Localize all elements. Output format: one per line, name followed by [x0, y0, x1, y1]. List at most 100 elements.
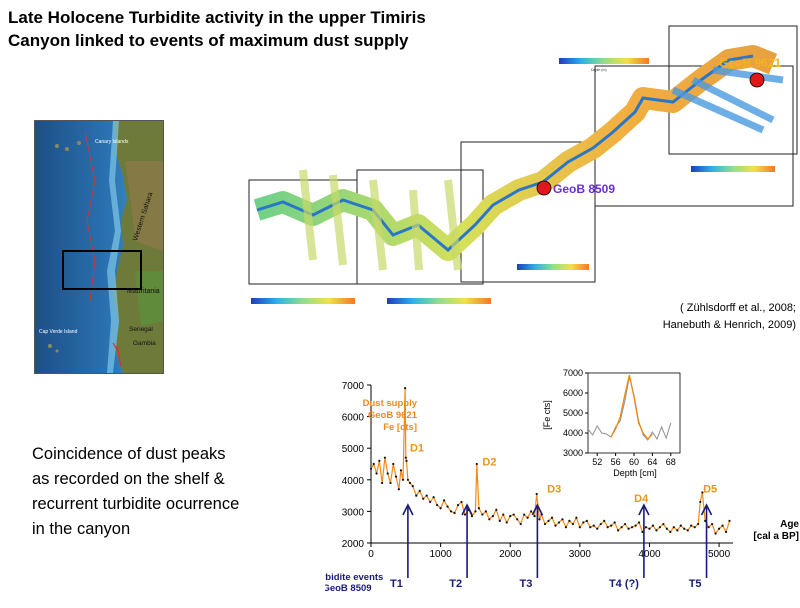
- y-tick-label: 3000: [342, 507, 365, 518]
- x-axis-label: [cal a BP]: [753, 531, 799, 542]
- dust-supply-point: [509, 515, 512, 518]
- dust-supply-point: [406, 478, 409, 481]
- map-label-gambia: Gambia: [133, 340, 156, 347]
- turbidite-events-label: GeoB 8509: [325, 583, 372, 594]
- title-line-1: Late Holocene Turbidite activity in the …: [8, 8, 426, 27]
- inset-y-tick-label: 4000: [563, 428, 583, 438]
- bathymetry-graphic: Depth (m) GeoB 9621 GeoB 8509: [248, 25, 798, 304]
- caption-line-1: Coincidence of dust peaks: [32, 445, 226, 463]
- dust-supply-point: [372, 462, 375, 466]
- dust-supply-point: [526, 516, 529, 519]
- dust-peak-label: D3: [547, 483, 561, 495]
- dust-supply-point: [697, 522, 700, 526]
- dust-supply-point: [575, 516, 578, 519]
- dust-supply-point: [571, 522, 574, 526]
- inset-x-tick-label: 64: [647, 457, 657, 467]
- dust-supply-point: [648, 527, 651, 530]
- inset-y-tick-label: 7000: [563, 368, 583, 378]
- inset-series-line: [610, 374, 653, 441]
- dust-supply-point: [415, 494, 418, 497]
- inset-x-tick-label: 56: [611, 457, 621, 467]
- dust-supply-point: [686, 529, 689, 532]
- y-tick-label: 2000: [342, 539, 365, 550]
- dust-supply-point: [516, 518, 519, 521]
- dust-supply-point: [627, 527, 630, 530]
- dust-supply-point: [610, 524, 613, 527]
- map-label-cap-verde: Cap Verde Island: [39, 329, 78, 335]
- dust-supply-point: [422, 497, 425, 500]
- depth-label-1: Depth (m): [591, 68, 607, 72]
- dust-supply-point: [701, 491, 704, 494]
- dust-supply-point: [717, 527, 721, 530]
- dust-supply-point: [523, 513, 526, 516]
- dust-supply-point: [564, 526, 568, 529]
- map-label-mauritania: Mauritania: [127, 288, 160, 295]
- core-geob-9621-label: GeoB 9621: [719, 56, 781, 70]
- dust-supply-point: [662, 522, 665, 526]
- dust-supply-point: [603, 519, 606, 522]
- y-tick-label: 5000: [342, 444, 365, 455]
- dust-supply-point: [728, 519, 731, 522]
- y-tick-label: 7000: [342, 381, 365, 392]
- dust-supply-point: [554, 524, 557, 527]
- x-axis-label: Age: [780, 519, 799, 530]
- map-label-canary: Canary Islands: [95, 139, 129, 145]
- dust-supply-point: [488, 518, 491, 521]
- dust-supply-point: [530, 510, 533, 513]
- dust-supply-point: [578, 526, 581, 529]
- y-axis-label: GeoB 9621: [368, 410, 418, 421]
- inset-x-tick-label: 68: [666, 457, 676, 467]
- dust-supply-point: [543, 522, 547, 526]
- inset-x-tick-label: 52: [592, 457, 602, 467]
- dust-supply-point: [481, 513, 484, 516]
- dust-supply-point: [460, 500, 463, 504]
- caption-line-2: as recorded on the shelf &: [32, 470, 225, 488]
- dust-supply-point: [369, 467, 373, 470]
- turbidite-event-label: T2: [449, 578, 462, 590]
- dust-supply-point: [449, 510, 453, 513]
- dust-supply-point: [721, 524, 724, 527]
- dust-supply-point: [582, 521, 585, 524]
- dust-supply-point: [592, 524, 595, 527]
- dust-supply-point: [470, 515, 474, 518]
- dust-supply-point: [383, 456, 387, 459]
- y-axis-label: Fe [cts]: [383, 422, 417, 433]
- dust-supply-point: [394, 475, 398, 478]
- dust-supply-point: [418, 489, 421, 492]
- dust-supply-point: [381, 481, 384, 485]
- dust-supply-point: [389, 481, 392, 485]
- y-tick-label: 6000: [342, 413, 365, 424]
- dust-supply-point: [477, 507, 481, 510]
- dust-supply-point: [690, 524, 693, 527]
- dust-supply-point: [439, 507, 442, 510]
- bathymetry-figure: Depth (m) GeoB 9621 GeoB 8509: [243, 20, 800, 310]
- x-tick-label: 2000: [499, 549, 522, 560]
- inset-y-tick-label: 3000: [563, 448, 583, 458]
- x-tick-label: 0: [368, 549, 374, 560]
- title-line-2: Canyon linked to events of maximum dust …: [8, 31, 409, 50]
- turbidite-arrowhead: [700, 503, 713, 516]
- dust-supply-point: [533, 515, 536, 518]
- y-axis-label: Dust supply: [363, 398, 418, 409]
- dust-supply-point: [613, 521, 616, 524]
- dust-supply-point: [568, 519, 571, 522]
- caption-line-3: recurrent turbidite ocurrence: [32, 495, 240, 513]
- dust-supply-point: [634, 524, 637, 527]
- citation: ( Zühlsdorff et al., 2008; Hanebuth & He…: [606, 300, 796, 334]
- dust-supply-point: [693, 526, 696, 529]
- dust-supply-point: [456, 503, 460, 507]
- x-tick-label: 4000: [638, 549, 661, 560]
- study-area-box: [62, 250, 142, 290]
- dust-supply-point: [401, 478, 405, 481]
- dust-supply-point: [623, 522, 627, 526]
- caption: Coincidence of dust peaks as recorded on…: [32, 442, 302, 542]
- dust-supply-point: [699, 500, 702, 504]
- dust-supply-point: [411, 485, 414, 488]
- dust-supply-point: [617, 529, 620, 532]
- dust-supply-point: [665, 527, 668, 530]
- dust-supply-point: [596, 527, 599, 530]
- dust-supply-point: [408, 481, 412, 485]
- turbidite-arrowhead: [402, 503, 414, 516]
- dust-supply-point: [599, 522, 602, 526]
- dust-supply-point: [679, 524, 682, 527]
